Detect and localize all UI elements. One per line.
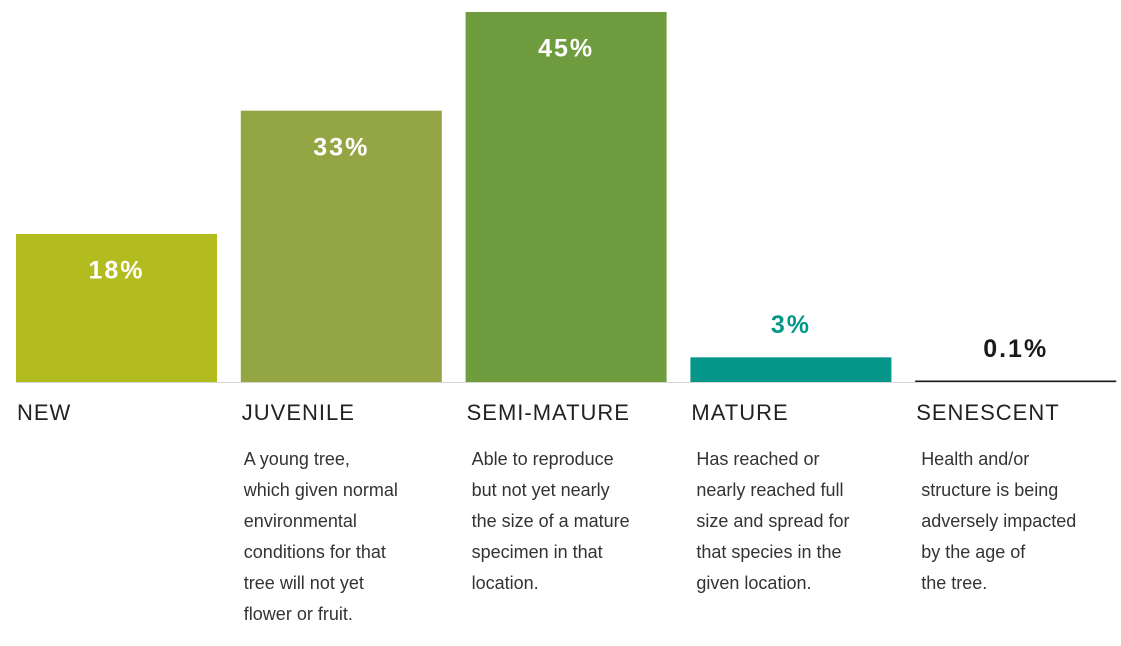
value-label: 45%: [538, 35, 594, 63]
category-label: JUVENILE: [242, 400, 355, 425]
description: Able to reproduce: [472, 449, 614, 469]
value-label: 3%: [771, 311, 811, 339]
bar: [240, 110, 442, 383]
description: environmental: [244, 511, 357, 531]
description: nearly reached full: [696, 480, 843, 500]
category-label: SEMI-MATURE: [467, 400, 630, 425]
category-label: SENESCENT: [916, 400, 1059, 425]
bar: [16, 234, 217, 382]
description: structure is being: [921, 480, 1058, 500]
description: Has reached or: [696, 449, 819, 469]
description: the tree.: [921, 573, 987, 593]
bar: [465, 12, 667, 382]
description: tree will not yet: [244, 573, 364, 593]
value-label: 33%: [313, 133, 369, 161]
description: adversely impacted: [921, 511, 1076, 531]
value-label: 0.1%: [983, 335, 1048, 363]
description: size and spread for: [696, 511, 849, 531]
description: by the age of: [921, 542, 1026, 562]
category-label: NEW: [17, 400, 71, 425]
description: that species in the: [696, 542, 841, 562]
description: conditions for that: [244, 542, 386, 562]
description: which given normal: [243, 480, 398, 500]
category-label: MATURE: [691, 400, 788, 425]
description: A young tree,: [244, 449, 350, 469]
description: specimen in that: [472, 542, 603, 562]
description: but not yet nearly: [472, 480, 610, 500]
value-label: 18%: [88, 257, 144, 285]
description: location.: [472, 573, 539, 593]
bar: [690, 357, 892, 382]
description: given location.: [696, 573, 811, 593]
description: flower or fruit.: [244, 604, 353, 624]
description: Health and/or: [921, 449, 1029, 469]
description: the size of a mature: [472, 511, 630, 531]
bar: [915, 380, 1117, 382]
